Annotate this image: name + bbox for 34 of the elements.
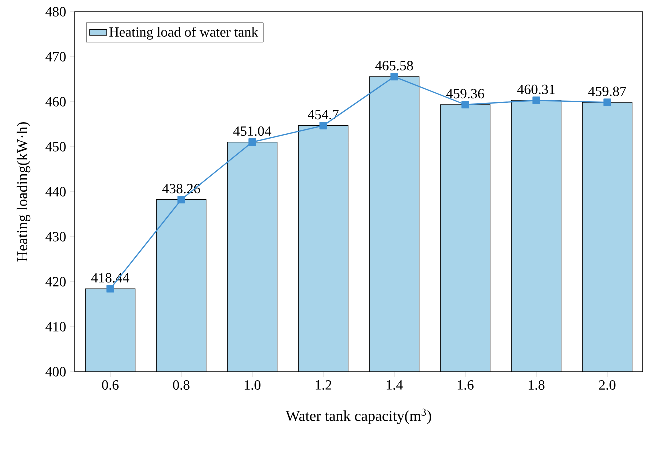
x-tick-label: 0.6 <box>102 380 119 390</box>
x-tick-label: 1.2 <box>316 380 332 390</box>
point <box>604 98 612 106</box>
legend-label: Heating load of water tank <box>110 26 259 40</box>
y-tick-label: 460 <box>46 97 66 107</box>
point <box>462 101 470 109</box>
y-tick-label: 400 <box>46 367 66 377</box>
data-label: 459.87 <box>588 86 626 96</box>
data-label: 459.36 <box>446 89 484 99</box>
data-label: 451.04 <box>234 126 272 136</box>
x-tick-label: 1.6 <box>458 380 474 390</box>
x-tick-label: 1.4 <box>386 380 404 390</box>
data-label: 465.58 <box>376 61 414 71</box>
y-tick-label: 440 <box>46 187 66 197</box>
point <box>390 73 398 81</box>
x-tick-label: 2.0 <box>599 380 616 390</box>
y-tick-label: 480 <box>46 7 66 17</box>
y-axis-title: Heating loading(kW·h) <box>16 122 31 262</box>
y-tick-label: 420 <box>46 277 66 287</box>
y-tick-label: 450 <box>46 142 66 152</box>
point <box>320 122 328 130</box>
y-tick-label: 410 <box>46 322 66 332</box>
x-tick-label: 1.8 <box>528 380 545 390</box>
point <box>532 96 540 104</box>
y-tick-label: 430 <box>46 232 66 242</box>
y-tick-label: 470 <box>46 52 66 62</box>
data-label: 460.31 <box>518 84 555 94</box>
x-tick-label: 1.0 <box>244 380 261 390</box>
point <box>248 138 256 146</box>
data-label: 454.7 <box>308 110 339 120</box>
point <box>106 285 114 293</box>
x-axis-title: Water tank capacity(m$^{3}$) <box>286 408 432 424</box>
point <box>178 196 186 204</box>
x-tick-label: 0.8 <box>173 380 190 390</box>
